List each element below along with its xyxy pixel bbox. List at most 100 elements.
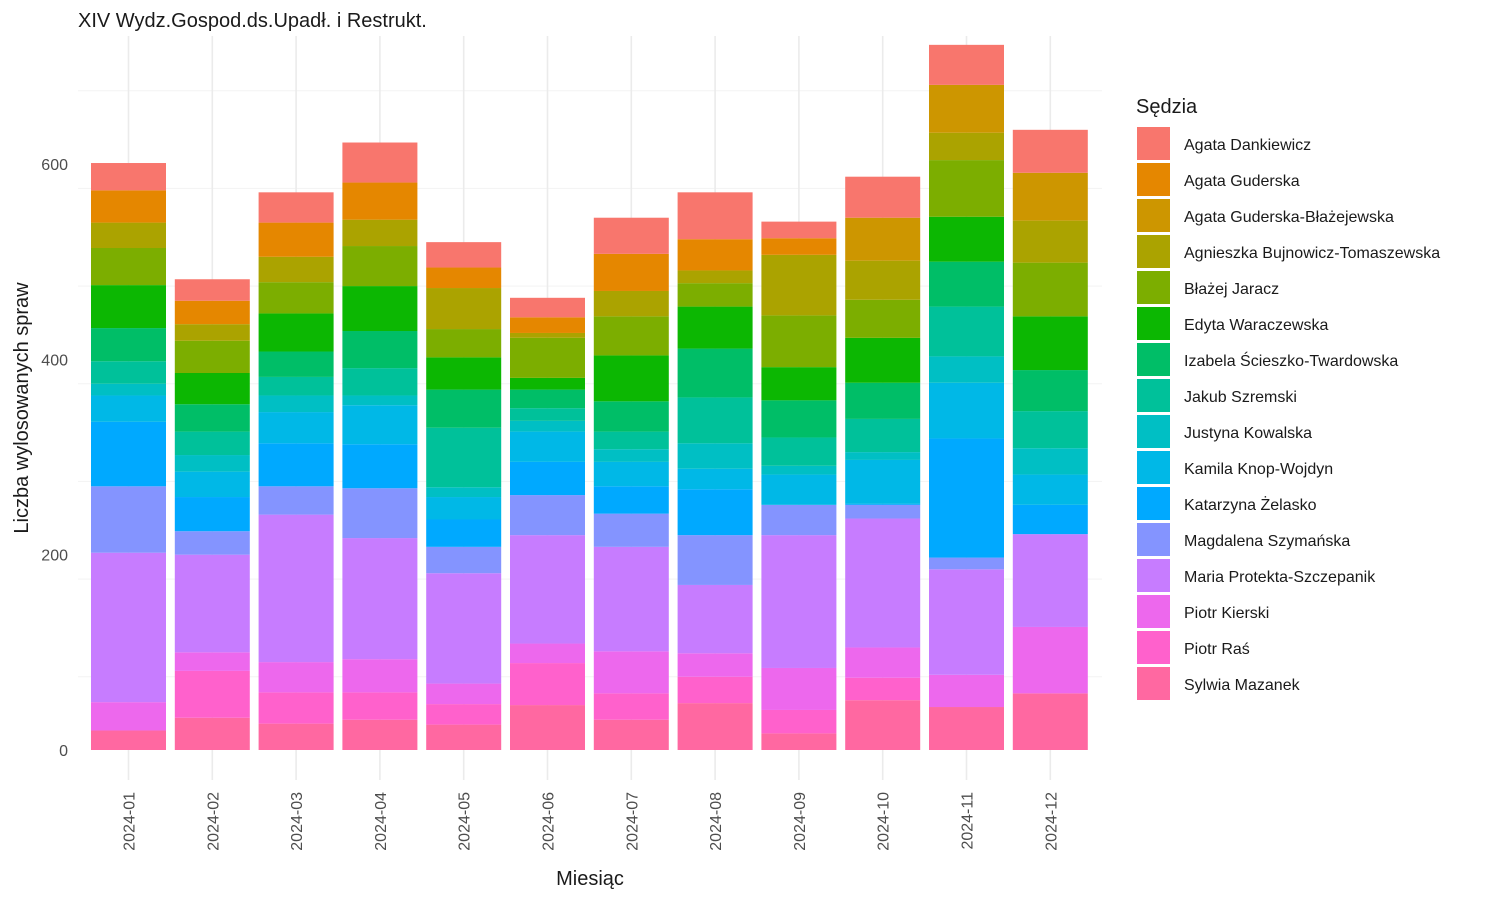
bar-segment <box>510 431 585 462</box>
bar-segment <box>1012 370 1088 412</box>
bar-segment <box>342 368 418 396</box>
bar-segment <box>593 217 669 254</box>
bar-segment <box>258 486 334 515</box>
legend-label: Błażej Jaracz <box>1184 281 1279 298</box>
bar-segment <box>174 340 250 374</box>
bar-segment <box>510 495 585 536</box>
legend-key <box>1137 127 1170 160</box>
legend: Sędzia Agata Dankiewicz Agata Guderska Aga… <box>1136 96 1440 700</box>
bar-segment <box>845 677 921 701</box>
bar-segment <box>1012 220 1088 263</box>
bar-segment <box>761 315 837 368</box>
bar-segment <box>342 286 418 332</box>
x-tick-label: 2024-04 <box>373 792 390 851</box>
bar-segment <box>929 306 1004 357</box>
bar-segment <box>845 382 921 419</box>
bar-segment <box>91 702 166 731</box>
bar-segment <box>929 382 1004 439</box>
bar-segment <box>929 438 1004 558</box>
bar-segment <box>593 461 669 487</box>
bar-segment <box>258 723 334 750</box>
bar-segment <box>174 373 250 405</box>
bar-segment <box>1012 693 1088 750</box>
bar-segment <box>761 474 837 505</box>
bar-segment <box>174 717 250 750</box>
bar-segment <box>426 546 502 574</box>
bar-segment <box>761 535 837 668</box>
bar-segment <box>91 486 166 553</box>
legend-label: Piotr Kierski <box>1184 605 1269 622</box>
x-tick-label: 2024-11 <box>960 792 977 850</box>
bar-segment <box>174 554 250 653</box>
legend-label: Jakub Szremski <box>1184 389 1297 406</box>
bar-segment <box>845 418 921 453</box>
legend-key <box>1137 595 1170 628</box>
bar-segment <box>677 283 753 307</box>
legend-key <box>1137 379 1170 412</box>
y-tick-label: 400 <box>41 352 68 369</box>
bar-segment <box>510 297 585 318</box>
legend-title: Sędzia <box>1136 96 1198 118</box>
bars <box>91 44 1088 750</box>
legend-label: Agata Guderska-Błażejewska <box>1184 209 1394 226</box>
bar-segment <box>510 408 585 421</box>
bar-segment <box>258 514 334 663</box>
bar-segment <box>426 487 502 498</box>
legend-label: Edyta Waraczewska <box>1184 317 1328 334</box>
bar-segment <box>1012 316 1088 371</box>
legend-label: Magdalena Szymańska <box>1184 533 1350 550</box>
bar-segment <box>845 503 921 505</box>
x-tick-label: 2024-09 <box>792 792 809 851</box>
bar-segment <box>174 531 250 555</box>
bar-segment <box>929 160 1004 217</box>
bar-segment <box>258 282 334 314</box>
bar-segment <box>845 217 921 261</box>
legend-label: Agata Dankiewicz <box>1184 137 1311 154</box>
x-tick-label: 2024-03 <box>289 792 306 851</box>
bar-segment <box>426 329 502 358</box>
bar-segment <box>426 267 502 289</box>
legend-label: Sylwia Mazanek <box>1184 677 1301 694</box>
bar-segment <box>761 709 837 734</box>
bar-segment <box>929 84 1004 133</box>
bar-segment <box>845 700 921 750</box>
x-tick-label: 2024-06 <box>541 792 558 851</box>
bar-segment <box>342 719 418 750</box>
bar-segment <box>91 222 166 248</box>
bar-segment <box>342 692 418 720</box>
bar-segment <box>929 132 1004 161</box>
bar-segment <box>510 337 585 378</box>
bar-segment <box>174 300 250 325</box>
bar-segment <box>1012 534 1088 627</box>
bar-segment <box>929 356 1004 383</box>
bar-segment <box>426 389 502 428</box>
x-tick-label: 2024-07 <box>624 792 641 851</box>
y-tick-label: 600 <box>41 157 68 174</box>
bar-segment <box>593 253 669 291</box>
bar-segment <box>258 443 334 487</box>
bar-segment <box>677 192 753 240</box>
bar-segment <box>761 437 837 466</box>
bar-segment <box>342 246 418 287</box>
bar-segment <box>342 142 418 183</box>
bar-segment <box>845 518 921 648</box>
x-axis-title: Miesiąc <box>556 868 624 890</box>
legend-key <box>1137 271 1170 304</box>
bar-segment <box>677 348 753 398</box>
bar-segment <box>91 421 166 487</box>
bar-segment <box>91 361 166 384</box>
bar-segment <box>258 313 334 352</box>
bar-segment <box>761 221 837 239</box>
bar-segment <box>593 290 669 317</box>
bar-segment <box>258 192 334 223</box>
bar-segment <box>929 261 1004 307</box>
bar-segment <box>258 692 334 724</box>
bar-segment <box>174 279 250 301</box>
bar-segment <box>593 486 669 514</box>
bar-segment <box>510 377 585 390</box>
bar-segment <box>593 355 669 402</box>
bar-segment <box>677 703 753 750</box>
bar-segment <box>845 647 921 678</box>
